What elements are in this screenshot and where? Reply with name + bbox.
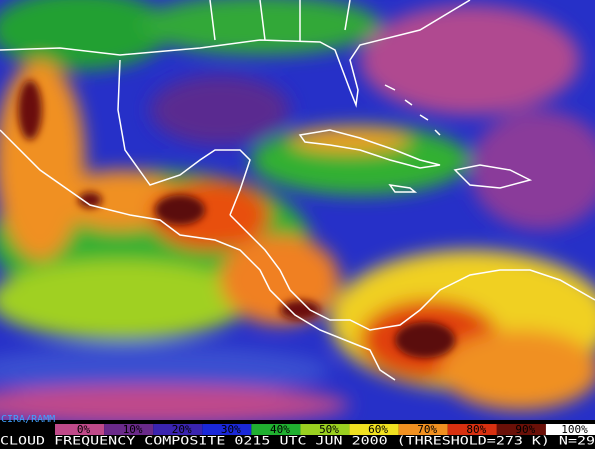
colorbar-segment bbox=[349, 424, 399, 435]
colorbar-label: 90% bbox=[515, 423, 535, 436]
colorbar-segment bbox=[104, 424, 154, 435]
colorbar-segment bbox=[55, 424, 105, 435]
colorbar-label: 70% bbox=[417, 423, 437, 436]
colorbar: 0% 10% 20% 30% 40% 50% 60% 70% 80% 90% 100% bbox=[55, 423, 595, 436]
colorbar-label: 80% bbox=[466, 423, 486, 436]
colorbar-segment bbox=[447, 424, 497, 435]
colorbar-label: 10% bbox=[123, 423, 143, 436]
coastlines bbox=[0, 0, 595, 381]
colorbar-label: 50% bbox=[319, 423, 339, 436]
colorbar-segment bbox=[496, 424, 546, 435]
colorbar-segment bbox=[545, 424, 595, 435]
colorbar-label: 40% bbox=[270, 423, 290, 436]
colorbar-segment bbox=[398, 424, 448, 435]
colorbar-segment bbox=[300, 424, 350, 435]
colorbar-label: 30% bbox=[221, 423, 241, 436]
credit: CIRA/RAMM bbox=[1, 414, 55, 425]
cloud-field bbox=[0, 0, 595, 425]
colorbar-segment bbox=[251, 424, 301, 435]
colorbar-label: 0% bbox=[77, 423, 91, 436]
colorbar-label: 60% bbox=[368, 423, 388, 436]
colorbar-label: 100% bbox=[561, 423, 588, 436]
colorbar-segment bbox=[202, 424, 252, 435]
colorbar-label: 20% bbox=[172, 423, 192, 436]
caption: CLOUD FREQUENCY COMPOSITE 0215 UTC JUN 2… bbox=[0, 434, 595, 448]
colorbar-segment bbox=[153, 424, 203, 435]
